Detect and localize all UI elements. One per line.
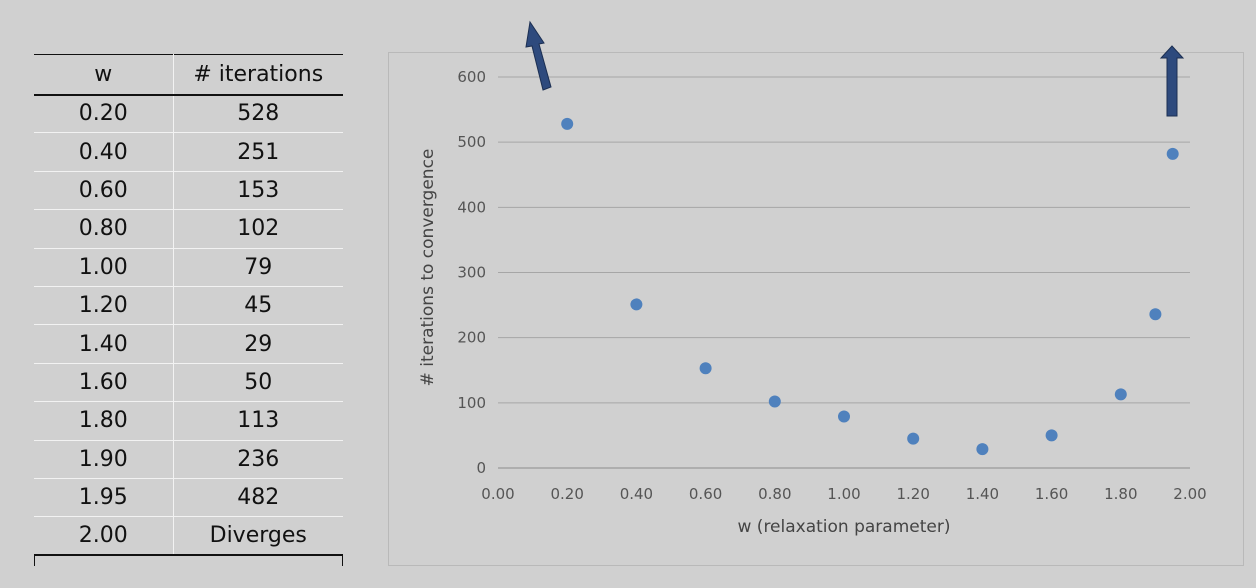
table-row: 1.40 29	[34, 324, 343, 364]
cell-iterations: 45	[173, 286, 343, 326]
cell-w: 0.20	[34, 94, 174, 134]
x-tick-label: 1.20	[896, 485, 929, 503]
x-tick-label: 1.60	[1035, 485, 1068, 503]
table-row: 0.60 153	[34, 171, 343, 211]
table-body: 0.20 528 0.40 251 0.60 153 0.80 102 1.00 79 1.20 45…	[34, 94, 343, 557]
off-scale-up-left-arrow-icon	[525, 20, 552, 91]
cell-w: 1.90	[34, 440, 174, 479]
table-row: 0.40 251	[34, 132, 343, 172]
data-point	[1166, 147, 1179, 160]
y-tick-labels: 0 100 200 300 400 500 600	[457, 68, 486, 477]
cell-w: 0.60	[34, 171, 174, 211]
cell-iterations: 29	[173, 324, 343, 364]
off-scale-up-arrow-icon	[1159, 45, 1185, 117]
cell-iterations: 528	[173, 94, 343, 134]
cell-iterations: 482	[173, 478, 343, 518]
data-point	[561, 117, 574, 130]
table-row: 1.80 113	[34, 401, 343, 441]
x-tick-label: 2.00	[1173, 485, 1206, 503]
cell-w: 1.95	[34, 478, 174, 518]
x-tick-label: 1.00	[827, 485, 860, 503]
data-point	[630, 298, 643, 311]
y-tick-label: 200	[457, 329, 486, 347]
cell-w: 0.80	[34, 209, 174, 249]
iterations-table: w # iterations 0.20 528 0.40 251 0.60 153 0.80…	[34, 54, 343, 557]
x-tick-label: 0.20	[550, 485, 583, 503]
cell-iterations: 50	[173, 363, 343, 403]
table-row: 2.00 Diverges	[34, 516, 343, 557]
cell-iterations: 102	[173, 209, 343, 249]
table-header-row: w # iterations	[34, 54, 343, 96]
annotation-arrows	[525, 20, 1185, 117]
data-point	[838, 410, 850, 423]
data-point	[907, 432, 920, 445]
x-tick-label: 1.80	[1104, 485, 1137, 503]
x-tick-labels: 0.00 0.20 0.40 0.60 0.80 1.00 1.20 1.40 1.60 1.80…	[481, 485, 1206, 503]
chart-panel	[388, 52, 1244, 566]
cell-w: 1.80	[34, 401, 174, 441]
table-row: 1.20 45	[34, 286, 343, 326]
gridlines	[498, 76, 1190, 404]
y-tick-label: 300	[457, 264, 486, 282]
data-point	[1149, 308, 1162, 321]
data-points	[561, 117, 1179, 456]
x-axis-title: w (relaxation parameter)	[738, 517, 951, 537]
header-w: w	[34, 54, 174, 96]
x-tick-label: 0.80	[758, 485, 791, 503]
y-tick-label: 600	[457, 68, 486, 86]
cell-iterations: 153	[173, 171, 343, 211]
data-point	[768, 395, 781, 408]
y-tick-label: 0	[476, 459, 486, 477]
y-tick-label: 100	[457, 394, 486, 412]
y-tick-label: 400	[457, 198, 486, 216]
y-tick-label: 500	[457, 133, 486, 151]
data-point	[1045, 429, 1058, 442]
cell-iterations: 236	[173, 440, 343, 479]
cell-w: 1.00	[34, 248, 174, 287]
x-tick-label: 0.00	[481, 485, 514, 503]
cell-w: 1.40	[34, 324, 174, 364]
table-row: 0.80 102	[34, 209, 343, 249]
table-row: 1.60 50	[34, 363, 343, 403]
x-tick-label: 1.40	[966, 485, 999, 503]
table-row: 1.00 79	[34, 248, 343, 287]
cell-w: 2.00	[34, 516, 174, 557]
table-row: 1.90 236	[34, 440, 343, 479]
cell-iterations: Diverges	[173, 516, 343, 557]
cell-iterations: 251	[173, 132, 343, 172]
cell-iterations: 79	[173, 248, 343, 287]
x-tick-label: 0.40	[620, 485, 653, 503]
header-iterations: # iterations	[173, 54, 343, 96]
x-tick-label: 0.60	[689, 485, 722, 503]
data-point	[976, 443, 989, 456]
cell-iterations: 113	[173, 401, 343, 441]
table-row: 0.20 528	[34, 94, 343, 134]
y-axis-title: # iterations to convergence	[418, 149, 438, 387]
cell-w: 1.60	[34, 363, 174, 403]
cell-w: 1.20	[34, 286, 174, 326]
data-point	[699, 362, 712, 375]
cell-w: 0.40	[34, 132, 174, 172]
table-row: 1.95 482	[34, 478, 343, 518]
data-point	[1114, 388, 1127, 401]
